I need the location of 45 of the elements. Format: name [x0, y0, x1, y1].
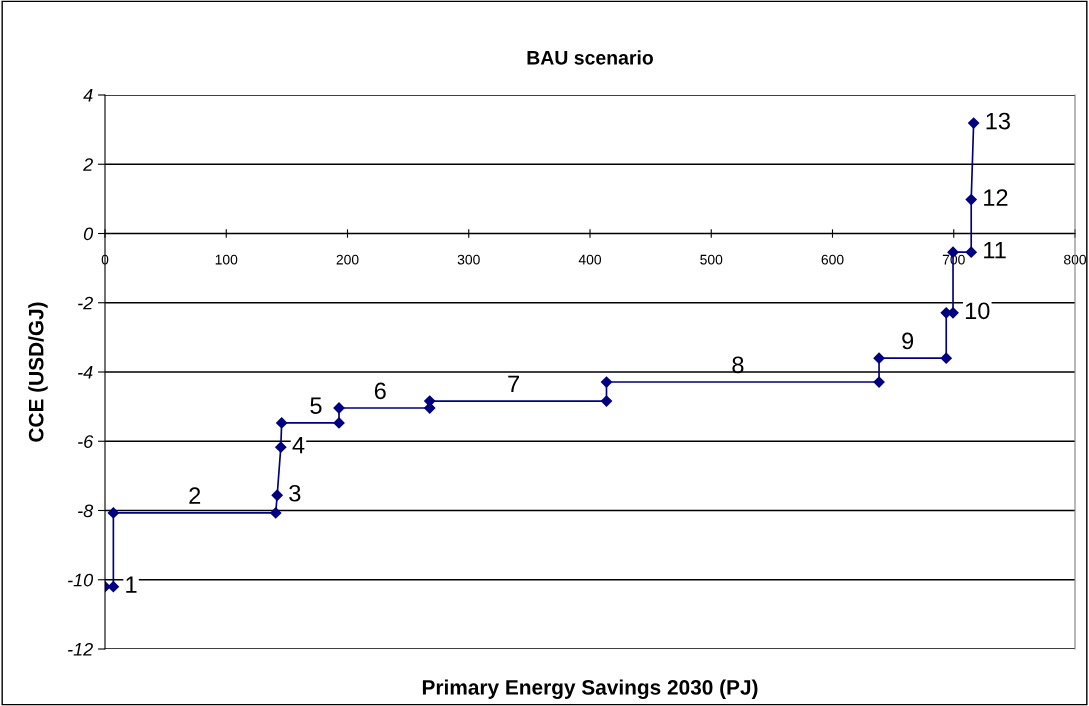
point — [276, 417, 288, 429]
annotation: 13 — [986, 112, 1010, 130]
point — [333, 417, 345, 429]
annotation: 11 — [984, 242, 1006, 259]
point — [968, 117, 980, 129]
point — [873, 352, 885, 364]
y-tick-label: -2 — [78, 296, 93, 310]
point — [271, 489, 283, 501]
annotation: 1 — [126, 576, 137, 593]
annotation: 5 — [310, 397, 322, 415]
annotation: 2 — [189, 487, 201, 504]
y-tick-label: -8 — [78, 504, 94, 518]
x-tick-label: 600 — [821, 254, 844, 265]
x-tick-label: 500 — [700, 254, 723, 265]
point — [600, 395, 613, 407]
point — [940, 352, 952, 364]
y-tick-label: -12 — [68, 642, 93, 656]
x-tick-label: 100 — [215, 254, 238, 265]
point — [107, 507, 119, 519]
point — [270, 507, 282, 519]
x-tick-label: 300 — [457, 254, 480, 265]
annotation: 3 — [289, 484, 301, 502]
x-tick-label: 400 — [578, 254, 602, 265]
x-tick-label: 200 — [336, 254, 359, 265]
annotation: 4 — [292, 437, 305, 454]
y-tick-label: -4 — [78, 366, 93, 379]
point — [965, 246, 977, 258]
annotation: 12 — [984, 189, 1008, 206]
y-axis-title: CCE (USD/GJ) — [28, 302, 48, 442]
y-tick-label: -6 — [78, 435, 94, 448]
x-tick-label: 800 — [1064, 254, 1087, 265]
y-tick-label: 2 — [83, 158, 93, 171]
annotation: 8 — [732, 356, 744, 374]
y-tick-label: -10 — [68, 573, 94, 587]
annotation: 6 — [374, 382, 386, 400]
y-tick-label: 4 — [83, 89, 93, 102]
point — [600, 376, 613, 388]
y-tick-label: 0 — [83, 227, 94, 241]
point — [965, 193, 977, 206]
chart-title: BAU scenario — [527, 50, 653, 65]
x-axis-title: Primary Energy Savings 2030 (PJ) — [422, 679, 758, 699]
point — [275, 441, 287, 453]
annotation: 10 — [965, 302, 990, 320]
annotation: 7 — [508, 375, 519, 393]
annotation: 9 — [902, 332, 914, 350]
